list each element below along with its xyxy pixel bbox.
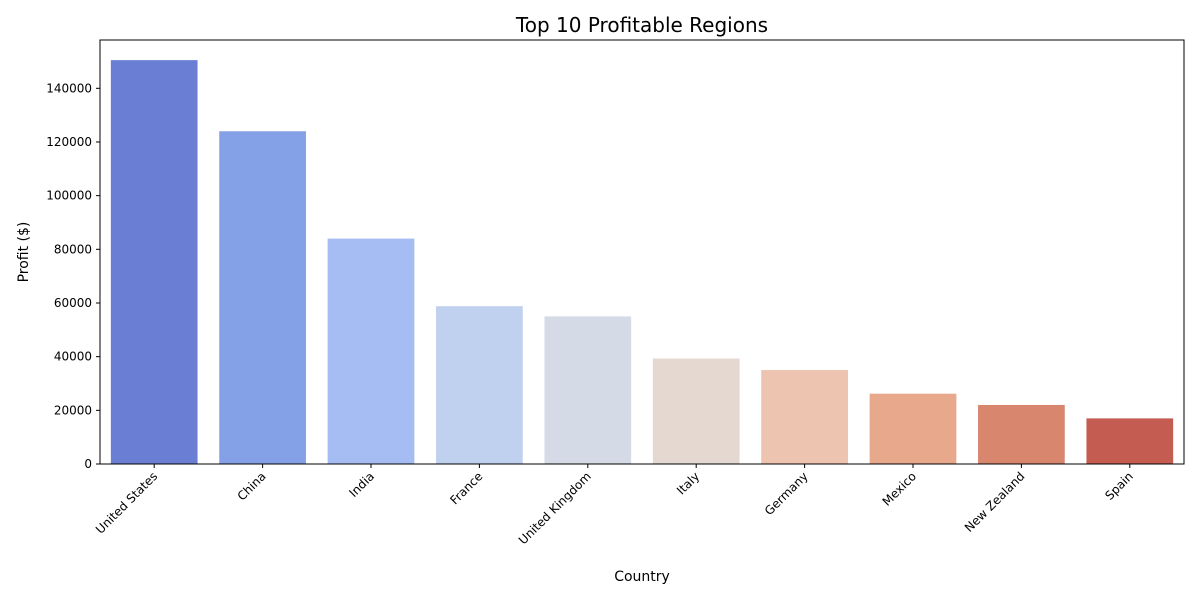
x-tick-label: United States xyxy=(93,469,160,536)
bar-mexico xyxy=(869,393,957,464)
bar-united-kingdom xyxy=(544,316,632,464)
x-tick-label: Italy xyxy=(674,469,702,497)
bar-spain xyxy=(1086,418,1174,464)
bar-italy xyxy=(652,358,740,464)
x-tick-label: India xyxy=(346,469,377,500)
chart-title: Top 10 Profitable Regions xyxy=(515,13,768,37)
x-tick-label: Mexico xyxy=(880,469,920,509)
y-tick-label: 0 xyxy=(84,457,92,471)
bar-new-zealand xyxy=(978,404,1065,464)
y-tick-label: 20000 xyxy=(54,403,92,417)
x-axis-label: Country xyxy=(614,569,670,585)
y-tick-label: 100000 xyxy=(46,189,92,203)
y-tick-label: 80000 xyxy=(54,242,92,256)
y-tick-label: 40000 xyxy=(54,350,92,364)
x-axis: United States China India France United King… xyxy=(93,464,1136,547)
x-tick-label: New Zealand xyxy=(962,469,1028,535)
bar-united-states xyxy=(110,60,198,464)
x-tick-label: Spain xyxy=(1102,469,1136,503)
y-tick-label: 140000 xyxy=(46,81,92,95)
bar-india xyxy=(327,238,415,464)
bar-china xyxy=(219,131,306,465)
bar-germany xyxy=(761,370,848,464)
x-tick-label: United Kingdom xyxy=(516,469,594,547)
y-axis-label: Profit ($) xyxy=(16,222,32,283)
bar-france xyxy=(436,306,523,464)
y-tick-label: 120000 xyxy=(46,135,92,149)
y-axis: 0 20000 40000 60000 80000 100000 120000 140000 xyxy=(46,81,100,471)
bars-layer xyxy=(110,60,1174,465)
plot-frame xyxy=(99,39,1185,465)
x-tick-label: France xyxy=(447,469,485,507)
y-tick-label: 60000 xyxy=(54,296,92,310)
x-tick-label: China xyxy=(235,469,269,503)
x-tick-label: Germany xyxy=(762,469,811,518)
